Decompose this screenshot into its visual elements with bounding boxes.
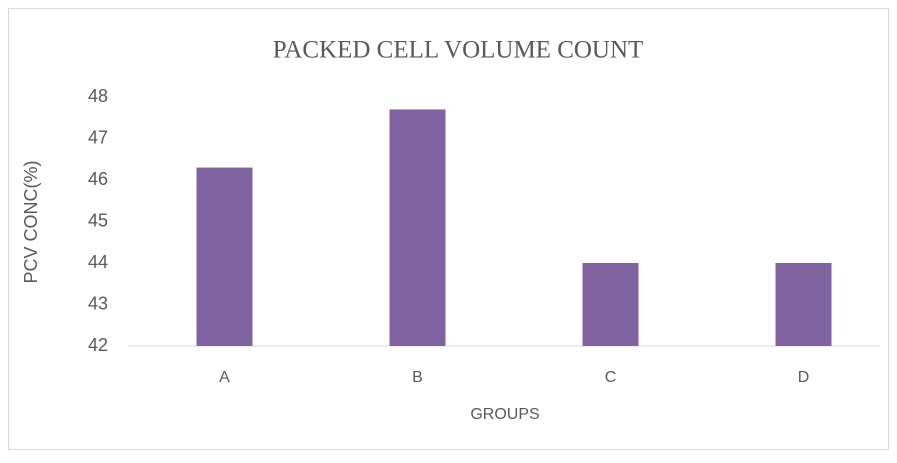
y-tick-label: 48	[88, 86, 108, 106]
bar	[775, 263, 832, 346]
y-tick-label: 46	[88, 169, 108, 189]
chart-frame	[8, 8, 889, 450]
y-tick-label: 43	[88, 293, 108, 313]
x-tick-label: C	[605, 369, 617, 386]
y-axis-label: PCV CONC(%)	[21, 160, 41, 283]
y-tick-label: 44	[88, 252, 108, 272]
y-tick-label: 47	[88, 127, 108, 147]
bar	[196, 167, 253, 346]
bar	[582, 263, 639, 346]
chart-title: PACKED CELL VOLUME COUNT	[273, 37, 644, 64]
x-tick-label: D	[798, 369, 810, 386]
x-tick-label: B	[412, 369, 423, 386]
y-tick-label: 45	[88, 210, 108, 230]
x-axis-label: GROUPS	[470, 406, 539, 423]
x-tick-label: A	[219, 369, 230, 386]
bar	[389, 109, 446, 346]
y-tick-label: 42	[88, 335, 108, 355]
